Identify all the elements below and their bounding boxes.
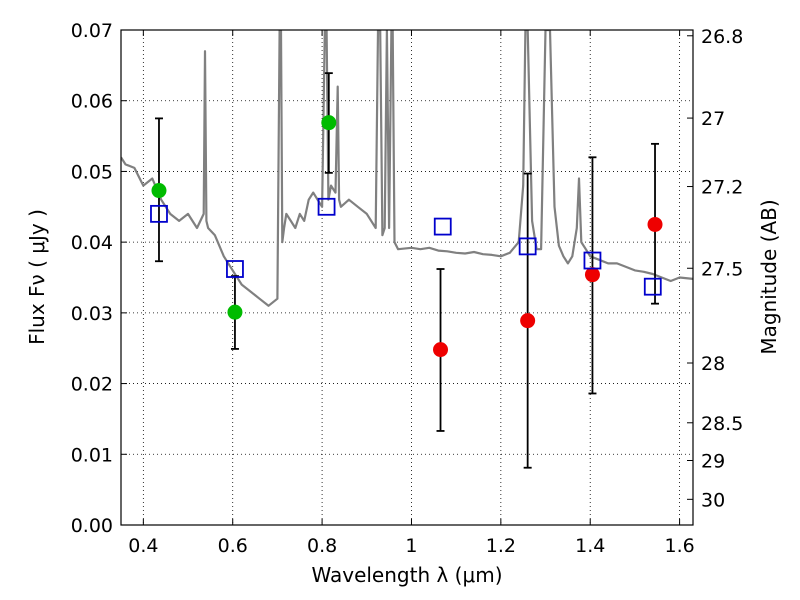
x-tick-label: 0.8 bbox=[307, 535, 337, 557]
measurement-point bbox=[433, 342, 449, 358]
model-flux-square bbox=[150, 204, 168, 223]
detection-point bbox=[151, 183, 167, 199]
y-tick-label: 0.06 bbox=[71, 91, 113, 113]
x-tick-label: 1.6 bbox=[664, 535, 694, 557]
model-flux-square bbox=[518, 237, 537, 256]
detection-point bbox=[227, 304, 243, 320]
right-tick-label: 30 bbox=[701, 489, 725, 511]
right-tick-label: 28.5 bbox=[701, 413, 743, 435]
x-axis-label: Wavelength λ (μm) bbox=[311, 563, 502, 587]
x-tick-label: 0.4 bbox=[128, 535, 158, 557]
model-flux-square bbox=[643, 277, 662, 296]
plot-frame bbox=[120, 29, 694, 526]
measurement-point bbox=[647, 216, 663, 232]
right-tick-label: 27.2 bbox=[701, 177, 743, 199]
right-axis-label: Magnitude (AB) bbox=[757, 199, 781, 354]
right-tick-label: 28 bbox=[701, 353, 725, 375]
right-tick-label: 29 bbox=[701, 451, 725, 473]
x-tick-label: 1 bbox=[405, 535, 417, 557]
plot-background bbox=[121, 30, 693, 525]
y-tick-label: 0.00 bbox=[71, 515, 113, 537]
model-spectrum-line bbox=[121, 30, 693, 307]
right-tick-label: 27 bbox=[701, 108, 725, 130]
model-flux-square bbox=[433, 217, 452, 236]
y-tick-label: 0.07 bbox=[71, 20, 113, 42]
tick-labels: 0.4 0.6 0.8 1 1.2 1.4 1.6 0.00 0.01 0.02 0.03 0.04 0… bbox=[71, 20, 744, 557]
x-tick-label: 1.4 bbox=[575, 535, 605, 557]
y-tick-label: 0.04 bbox=[71, 232, 113, 254]
y-axis-label: Flux Fν ( μJy ) bbox=[25, 209, 49, 345]
measurement-point bbox=[584, 267, 600, 283]
y-tick-label: 0.01 bbox=[71, 444, 113, 466]
y-tick-label: 0.02 bbox=[71, 374, 113, 396]
x-tick-label: 0.6 bbox=[218, 535, 248, 557]
y-tick-label: 0.03 bbox=[71, 303, 113, 325]
model-spectrum-layer bbox=[121, 30, 693, 307]
measurement-point bbox=[520, 313, 536, 329]
y-tick-label: 0.05 bbox=[71, 161, 113, 183]
tick-marks bbox=[121, 29, 693, 526]
x-tick-label: 1.2 bbox=[486, 535, 516, 557]
right-tick-label: 26.8 bbox=[701, 26, 743, 48]
marker-layer bbox=[150, 115, 663, 358]
right-tick-label: 27.5 bbox=[701, 258, 743, 280]
model-flux-square bbox=[226, 260, 244, 278]
model-flux-square bbox=[583, 251, 602, 270]
detection-point bbox=[321, 115, 337, 131]
model-flux-square bbox=[317, 197, 336, 216]
